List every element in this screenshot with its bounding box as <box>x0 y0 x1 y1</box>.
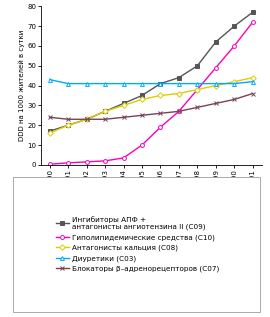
FancyBboxPatch shape <box>13 177 259 313</box>
Legend: Ингибиторы АПФ +
антагонисты ангиотензина II (C09), Гиполипидемические средства : Ингибиторы АПФ + антагонисты ангиотензин… <box>53 213 222 275</box>
Антагонисты кальция (C08) <box>48 131 51 135</box>
Антагонисты кальция (C08) <box>85 117 88 121</box>
Ингибиторы АПФ +
антагонисты ангиотензина II (C09) <box>140 94 144 97</box>
Гиполипидемические средства (C10) <box>232 44 236 48</box>
Антагонисты кальция (C08) <box>177 92 180 95</box>
Антагонисты кальция (C08) <box>103 109 107 113</box>
Гиполипидемические средства (C10) <box>103 159 107 163</box>
Блокаторы β–адренорецепторов (C07) <box>140 113 144 117</box>
Диуретики (C03) <box>66 82 70 86</box>
Блокаторы β–адренорецепторов (C07) <box>214 101 217 105</box>
Ингибиторы АПФ +
антагонисты ангиотензина II (C09) <box>122 101 125 105</box>
Антагонисты кальция (C08) <box>196 88 199 92</box>
Line: Антагонисты кальция (C08): Антагонисты кальция (C08) <box>48 76 255 135</box>
Line: Ингибиторы АПФ +
антагонисты ангиотензина II (C09): Ингибиторы АПФ + антагонисты ангиотензин… <box>48 10 255 133</box>
Блокаторы β–адренорецепторов (C07) <box>103 117 107 121</box>
Блокаторы β–адренорецепторов (C07) <box>159 112 162 115</box>
Антагонисты кальция (C08) <box>232 80 236 84</box>
Антагонисты кальция (C08) <box>251 76 254 80</box>
Антагонисты кальция (C08) <box>214 84 217 87</box>
Диуретики (C03) <box>214 82 217 86</box>
Антагонисты кальция (C08) <box>159 94 162 97</box>
Диуретики (C03) <box>177 82 180 86</box>
Диуретики (C03) <box>48 78 51 81</box>
Диуретики (C03) <box>159 82 162 86</box>
Антагонисты кальция (C08) <box>66 123 70 127</box>
Диуретики (C03) <box>232 82 236 86</box>
Гиполипидемические средства (C10) <box>48 162 51 166</box>
Блокаторы β–адренорецепторов (C07) <box>251 92 254 95</box>
Блокаторы β–адренорецепторов (C07) <box>66 117 70 121</box>
Гиполипидемические средства (C10) <box>85 160 88 164</box>
Гиполипидемические средства (C10) <box>122 156 125 160</box>
Ингибиторы АПФ +
антагонисты ангиотензина II (C09) <box>232 24 236 28</box>
Антагонисты кальция (C08) <box>122 103 125 107</box>
Блокаторы β–адренорецепторов (C07) <box>196 106 199 109</box>
Гиполипидемические средства (C10) <box>66 161 70 165</box>
Блокаторы β–адренорецепторов (C07) <box>232 98 236 101</box>
Ингибиторы АПФ +
антагонисты ангиотензина II (C09) <box>159 82 162 86</box>
Ингибиторы АПФ +
антагонисты ангиотензина II (C09) <box>196 64 199 68</box>
Line: Диуретики (C03): Диуретики (C03) <box>48 78 255 86</box>
Y-axis label: DDD на 1000 жителей в сутки: DDD на 1000 жителей в сутки <box>18 30 25 141</box>
Line: Блокаторы β–адренорецепторов (C07): Блокаторы β–адренорецепторов (C07) <box>48 92 255 121</box>
Гиполипидемические средства (C10) <box>177 109 180 113</box>
Гиполипидемические средства (C10) <box>159 125 162 129</box>
Гиполипидемические средства (C10) <box>140 143 144 147</box>
Гиполипидемические средства (C10) <box>214 66 217 70</box>
Line: Гиполипидемические средства (C10): Гиполипидемические средства (C10) <box>48 20 255 166</box>
Блокаторы β–адренорецепторов (C07) <box>122 115 125 119</box>
Диуретики (C03) <box>251 80 254 84</box>
Диуретики (C03) <box>122 82 125 86</box>
Гиполипидемические средства (C10) <box>196 88 199 92</box>
Антагонисты кальция (C08) <box>140 98 144 101</box>
Ингибиторы АПФ +
антагонисты ангиотензина II (C09) <box>214 40 217 44</box>
Ингибиторы АПФ +
антагонисты ангиотензина II (C09) <box>48 129 51 133</box>
Блокаторы β–адренорецепторов (C07) <box>85 117 88 121</box>
Диуретики (C03) <box>140 82 144 86</box>
Диуретики (C03) <box>103 82 107 86</box>
Блокаторы β–адренорецепторов (C07) <box>48 115 51 119</box>
Ингибиторы АПФ +
антагонисты ангиотензина II (C09) <box>85 117 88 121</box>
Блокаторы β–адренорецепторов (C07) <box>177 109 180 113</box>
Ингибиторы АПФ +
антагонисты ангиотензина II (C09) <box>251 10 254 14</box>
Диуретики (C03) <box>196 82 199 86</box>
Диуретики (C03) <box>85 82 88 86</box>
Ингибиторы АПФ +
антагонисты ангиотензина II (C09) <box>103 109 107 113</box>
Ингибиторы АПФ +
антагонисты ангиотензина II (C09) <box>177 76 180 80</box>
Гиполипидемические средства (C10) <box>251 20 254 24</box>
Ингибиторы АПФ +
антагонисты ангиотензина II (C09) <box>66 123 70 127</box>
